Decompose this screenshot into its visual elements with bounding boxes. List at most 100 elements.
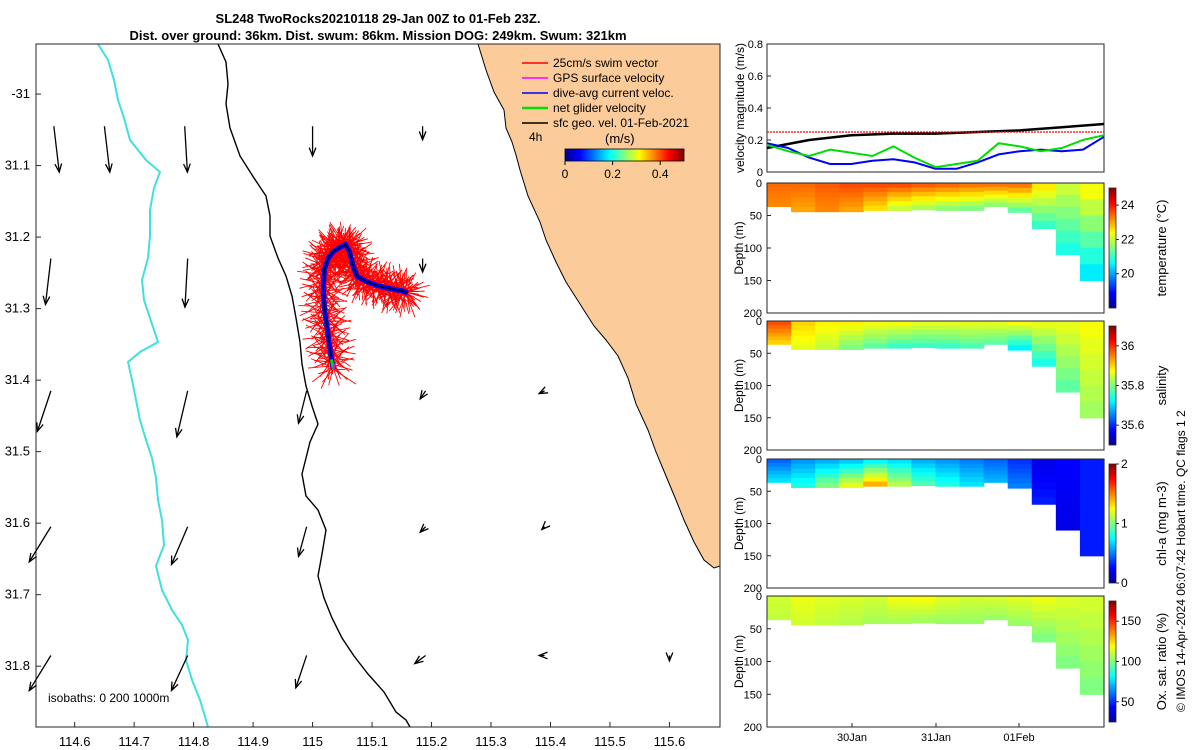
swim-vector	[398, 292, 407, 311]
section-cell	[839, 473, 864, 479]
section-cell	[983, 324, 1009, 330]
section-cell	[839, 197, 864, 203]
section-cell	[1079, 199, 1105, 217]
section-cell	[1055, 620, 1081, 633]
swim-vector	[305, 293, 325, 301]
map-y-tick-label: 31.7	[5, 587, 30, 602]
section-y-tick-label: 200	[744, 583, 762, 595]
section-cell	[839, 339, 864, 346]
section-cell	[767, 198, 792, 204]
section-colorbar-label: chl-a (mg m-3)	[1154, 481, 1169, 566]
section-cell	[791, 321, 816, 327]
section-cell	[839, 596, 864, 602]
section-cell	[1007, 202, 1033, 208]
section-cell	[1007, 600, 1033, 607]
section-colorbar-label: salinity	[1154, 365, 1169, 405]
section-cell	[863, 481, 888, 487]
section-colorbar-tick-label: 36	[1121, 339, 1135, 353]
section-cell	[863, 205, 888, 211]
velocity-y-label: velocity magnitude (m/s)	[733, 43, 747, 173]
map-y-tick-label: 31.4	[5, 372, 30, 387]
section-cell	[1031, 596, 1057, 605]
section-cell	[1055, 183, 1081, 196]
section-cell	[1055, 380, 1081, 393]
section-y-tick-label: 200	[744, 445, 762, 457]
section-colorbar-tick-label: 0	[1121, 576, 1128, 590]
section-cell	[815, 344, 840, 350]
current-vector-shaft	[295, 655, 308, 689]
section-colorbar-label: Ox. sat. ratio (%)	[1154, 613, 1169, 711]
section-cell	[767, 186, 792, 192]
section-cell	[839, 187, 864, 194]
section-cell	[839, 463, 864, 470]
section-y-tick-label: 50	[750, 348, 762, 360]
section-cell	[935, 605, 961, 611]
section-colorbar-tick-label: 24	[1121, 198, 1135, 212]
section-cell	[1055, 218, 1081, 232]
section-cell	[1007, 468, 1033, 475]
section-cell	[911, 205, 937, 211]
map-x-tick-label: 114.6	[59, 734, 91, 749]
section-cell	[1079, 539, 1105, 557]
section-cell	[767, 459, 792, 464]
section-cell	[887, 605, 913, 611]
section-cell	[959, 196, 985, 202]
section-cell	[935, 330, 961, 336]
section-cell	[1079, 507, 1105, 525]
glider-track	[297, 221, 430, 389]
section-cell	[767, 183, 792, 188]
section-cell	[887, 468, 913, 474]
section-cell	[935, 477, 961, 483]
velocity-y-tick-label: 0	[757, 167, 763, 179]
swim-vector	[309, 308, 325, 320]
section-cell	[887, 477, 913, 483]
section-cell	[791, 605, 816, 612]
map-x-tick-label: 115.3	[475, 734, 507, 749]
section-cell	[911, 183, 937, 189]
section-cell	[767, 336, 792, 341]
section-cell	[1031, 321, 1057, 330]
section-colorbar-tick-label: 20	[1121, 267, 1135, 281]
swim-vector	[332, 367, 340, 386]
swim-vector	[323, 284, 349, 297]
velocity-y-tick-label: 0.2	[748, 135, 763, 147]
current-vector-head	[540, 520, 551, 531]
section-y-tick-label: 0	[756, 591, 762, 603]
section-cell	[983, 340, 1009, 345]
map-panel: 114.6 114.7 114.8 114.9 115 115.1 115.2 115.3 11…	[5, 43, 721, 749]
map-x-tick-label: 115.6	[654, 734, 686, 749]
section-cell	[791, 183, 816, 189]
section-colorbar-tick-label: 1	[1121, 517, 1128, 531]
section-cell	[959, 618, 985, 625]
section-cell	[911, 604, 937, 611]
section-cell	[1007, 192, 1033, 199]
section-cell	[863, 463, 888, 469]
swim-vector	[305, 319, 327, 325]
section-cell	[1055, 206, 1081, 220]
section-cell	[863, 459, 888, 465]
section-cell	[815, 596, 840, 602]
section-cell	[911, 191, 937, 197]
section-cell	[1031, 496, 1057, 505]
section-cell	[983, 478, 1009, 483]
section-cell	[911, 187, 937, 193]
section-x-tick-label: 31Jan	[921, 732, 951, 744]
section-cell	[767, 324, 792, 330]
section-cell	[1055, 608, 1081, 621]
section-cell	[959, 187, 985, 193]
section-cell	[863, 321, 888, 327]
legend-colorbar-tick-label: 0.2	[604, 167, 621, 181]
map-x-tick-label: 114.7	[118, 734, 150, 749]
section-cell	[1007, 605, 1033, 612]
land-area	[477, 44, 720, 569]
section-cell	[1007, 207, 1033, 213]
section-cell	[791, 197, 816, 203]
current-vector-head	[36, 422, 44, 434]
section-cell	[959, 330, 985, 336]
section-cell	[1031, 618, 1057, 628]
section-cell	[1079, 661, 1105, 679]
section-cell	[863, 192, 888, 198]
section-y-tick-label: 100	[744, 381, 762, 393]
section-cell	[959, 477, 985, 483]
swim-vector	[398, 290, 406, 312]
